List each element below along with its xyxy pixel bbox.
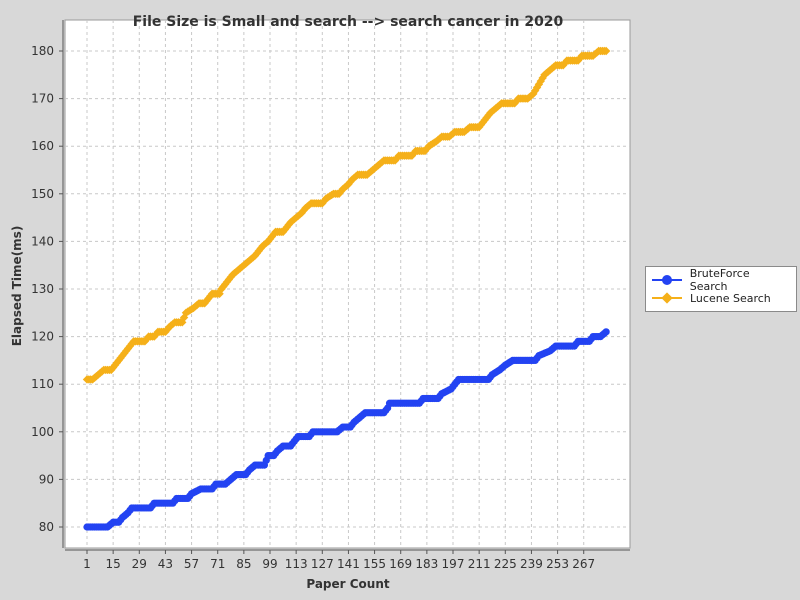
lucene-search-point bbox=[110, 360, 120, 370]
lucene-search-point bbox=[573, 56, 583, 65]
x-tick-label: 141 bbox=[337, 557, 360, 571]
x-tick-label: 155 bbox=[363, 557, 386, 571]
x-tick-label: 57 bbox=[184, 557, 199, 571]
legend-item-lucene: Lucene Search bbox=[652, 289, 790, 307]
x-tick-label: 169 bbox=[389, 557, 412, 571]
y-tick-label: 160 bbox=[31, 139, 54, 153]
lucene-search-point bbox=[206, 291, 215, 301]
y-tick-label: 100 bbox=[31, 425, 54, 439]
y-tick-label: 180 bbox=[31, 44, 54, 58]
y-axis-label: Elapsed Time(ms) bbox=[10, 226, 24, 347]
lucene-search-point bbox=[215, 289, 224, 298]
x-tick-label: 183 bbox=[415, 557, 438, 571]
x-tick-label: 197 bbox=[442, 557, 465, 571]
lucene-search-point bbox=[484, 111, 493, 120]
lucene-search-point bbox=[536, 76, 545, 86]
x-tick-label: 29 bbox=[132, 557, 147, 571]
y-tick-label: 90 bbox=[39, 472, 54, 486]
x-tick-label: 211 bbox=[468, 557, 491, 571]
y-tick-label: 150 bbox=[31, 187, 54, 201]
grid bbox=[65, 20, 630, 548]
legend-label-bruteforce: BruteForce Search bbox=[689, 267, 750, 293]
lucene-search-point bbox=[344, 180, 353, 189]
bruteforce-swatch-icon bbox=[652, 275, 682, 285]
legend-item-bruteforce: BruteForce Search bbox=[652, 267, 790, 293]
lucene-search-point bbox=[534, 80, 544, 89]
x-tick-label: 113 bbox=[285, 557, 308, 571]
x-tick-label: 267 bbox=[572, 557, 595, 571]
y-tick-label: 130 bbox=[31, 282, 54, 296]
lucene-search-point bbox=[179, 313, 189, 322]
lucene-search-point bbox=[409, 149, 418, 158]
y-tick-label: 140 bbox=[31, 234, 54, 248]
x-tick-label: 71 bbox=[210, 557, 225, 571]
lucene-swatch-icon bbox=[652, 292, 682, 304]
lucene-search-point bbox=[510, 99, 519, 108]
x-axis-ticks: 1 15 29 43 57 71 85 99 113 127 141 155 169 183 197 211 2… bbox=[83, 550, 595, 571]
lucene-search-point bbox=[558, 61, 568, 70]
x-tick-label: 1 bbox=[83, 557, 91, 571]
bruteforce-search-point bbox=[602, 328, 610, 336]
legend-label-lucene: Lucene Search bbox=[690, 291, 771, 305]
y-tick-label: 80 bbox=[39, 520, 54, 534]
lucene-search-point bbox=[530, 86, 540, 95]
y-tick-label: 170 bbox=[31, 92, 54, 106]
x-tick-label: 127 bbox=[311, 557, 334, 571]
x-tick-label: 253 bbox=[546, 557, 569, 571]
y-tick-label: 120 bbox=[31, 330, 54, 344]
lucene-search-point bbox=[601, 46, 611, 56]
x-tick-label: 225 bbox=[494, 557, 517, 571]
y-axis-ticks: 80 90 100 110 120 130 140 150 160 170 180 bbox=[31, 44, 63, 534]
chart-legend: BruteForce Search Lucene Search bbox=[645, 266, 797, 312]
x-tick-label: 15 bbox=[106, 557, 121, 571]
series-layer bbox=[82, 46, 611, 531]
lucene-search-point bbox=[512, 96, 521, 106]
x-tick-label: 85 bbox=[236, 557, 251, 571]
chart-title: File Size is Small and search --> search… bbox=[133, 14, 564, 30]
lucene-search-point bbox=[538, 73, 547, 83]
x-axis-label: Paper Count bbox=[306, 577, 390, 591]
x-tick-label: 43 bbox=[158, 557, 173, 571]
plot-area bbox=[64, 19, 631, 549]
x-tick-label: 239 bbox=[520, 557, 543, 571]
lucene-search-point bbox=[224, 275, 234, 284]
y-tick-label: 110 bbox=[31, 377, 54, 391]
x-tick-label: 99 bbox=[262, 557, 277, 571]
lucene-search-point bbox=[118, 351, 127, 360]
